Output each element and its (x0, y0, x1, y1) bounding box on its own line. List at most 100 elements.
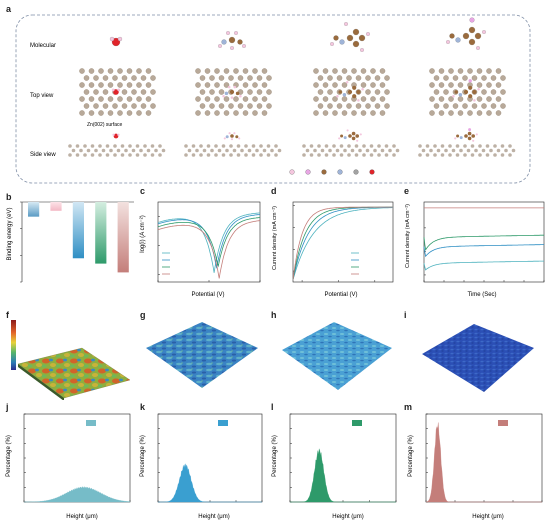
atom (348, 134, 352, 138)
zn-atom (255, 148, 259, 153)
atom (344, 22, 348, 26)
top-view-lattice-0 (79, 68, 156, 116)
zn-atom (158, 153, 162, 157)
atom (235, 135, 239, 139)
zn-atom (370, 68, 376, 74)
zn-atom (236, 144, 241, 148)
zn-atom (336, 103, 343, 109)
zn-atom (481, 103, 487, 109)
atom (356, 89, 361, 95)
zn-atom (161, 148, 166, 153)
atom (338, 90, 342, 94)
zn-atom (150, 75, 156, 81)
zn-atom (126, 68, 133, 74)
zn-atom (79, 82, 85, 88)
hist-legend-swatch (498, 420, 508, 426)
zn-atom (140, 103, 147, 109)
legend-atom-o (369, 169, 375, 175)
zn-atom (209, 103, 215, 109)
zn-atom (204, 96, 211, 102)
atom (468, 79, 472, 83)
zn-atom (83, 153, 87, 157)
zn-atom (495, 96, 502, 102)
zn-atom (237, 103, 244, 109)
c-line-tfpm-zso (157, 220, 261, 279)
zn-atom (360, 110, 367, 116)
zn-atom (244, 153, 248, 157)
zn-atom (471, 103, 478, 109)
atom (333, 35, 339, 41)
zn-atom (327, 89, 333, 95)
atom (343, 136, 347, 140)
zn-atom (131, 75, 137, 81)
zn-atom (112, 103, 118, 109)
adsorbed-molecule-side-0 (112, 133, 120, 139)
d-line-0 (292, 207, 393, 280)
zn-atom (362, 144, 366, 148)
atom (357, 99, 360, 102)
zn-atom (221, 153, 226, 157)
zn-atom (247, 148, 252, 153)
zn-atom (244, 144, 248, 148)
zn-atom (252, 110, 258, 116)
panel-label-m: m (404, 402, 413, 412)
zn-atom (392, 153, 396, 157)
k-ylabel: Percentage (%) (140, 435, 146, 477)
atom (237, 39, 243, 45)
zn-atom (117, 96, 123, 102)
zn-atom (223, 96, 230, 102)
atom (472, 139, 475, 142)
zn-atom (339, 153, 344, 157)
panel-l-tpm-histogram: Percentage (%) Height (μm) (272, 413, 397, 520)
zn-atom (154, 148, 158, 153)
zn-atom (448, 153, 452, 157)
zn-atom (117, 68, 123, 74)
zn-atom (116, 148, 121, 153)
zn-atom (150, 144, 155, 148)
zn-atom (126, 110, 133, 116)
zn-atom (443, 103, 449, 109)
atom (229, 89, 235, 95)
d-xlabel: Potential (V) (324, 292, 357, 298)
zn-atom (481, 89, 487, 95)
zn-atom (365, 89, 371, 95)
zn-atom (341, 110, 348, 116)
atom (117, 36, 123, 42)
atom (117, 88, 121, 92)
zn-atom (448, 144, 452, 148)
zn-atom (228, 103, 234, 109)
panel-j-zso-histogram: Percentage (%) Height (μm) (6, 413, 131, 520)
zn-atom (113, 144, 117, 148)
zn-atom (107, 110, 114, 116)
zn-atom (462, 103, 468, 109)
zn-atom (223, 68, 230, 74)
zn-atom (266, 153, 271, 157)
zn-atom (136, 96, 142, 102)
atom (468, 128, 472, 132)
zn-atom (508, 144, 512, 148)
zn-atom (256, 75, 263, 81)
zn-atom (317, 153, 321, 157)
atom (468, 85, 473, 90)
zn-atom (202, 148, 207, 153)
zn-atom (117, 82, 123, 88)
zn-atom (322, 96, 329, 102)
zn-atom (443, 75, 449, 81)
zn-atom (206, 153, 211, 157)
atom (239, 94, 242, 98)
zn-atom (490, 89, 497, 95)
zn-atom (425, 144, 430, 148)
zn-atom (199, 144, 203, 148)
zn-atom (354, 144, 359, 148)
l-xlabel: Height (μm) (332, 514, 363, 520)
zn-atom (145, 82, 152, 88)
zn-atom (214, 68, 220, 74)
zn-atom (347, 153, 351, 157)
zn-atom (240, 148, 244, 153)
atom (222, 94, 225, 98)
zn-atom (79, 68, 85, 74)
zn-atom (377, 153, 381, 157)
zn-atom (384, 75, 390, 81)
zn-atom (365, 103, 371, 109)
atom (358, 34, 366, 42)
